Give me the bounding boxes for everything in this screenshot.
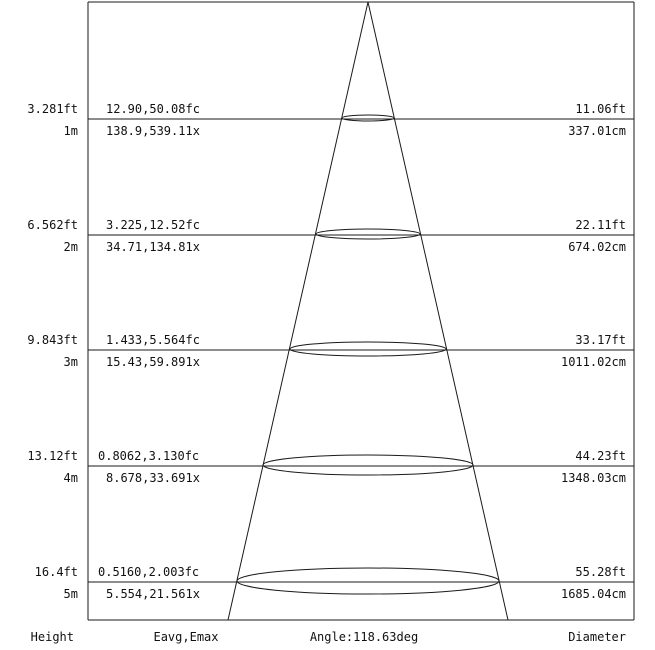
footer-illuminance-label: Eavg,Emax — [153, 630, 218, 644]
level-1: 3.281ft 1m 12.90,50.08fc 138.9,539.11x 1… — [27, 102, 634, 138]
level-5-beam-ellipse — [236, 567, 500, 595]
level-5-diameter-cm: 1685.04cm — [561, 587, 626, 601]
level-3-illuminance-lx: 15.43,59.891x — [106, 355, 200, 369]
level-1-height-m: 1m — [64, 124, 78, 138]
level-4-diameter-cm: 1348.03cm — [561, 471, 626, 485]
level-4: 13.12ft 4m 0.8062,3.130fc 8.678,33.691x … — [27, 449, 634, 485]
level-3-diameter-cm: 1011.02cm — [561, 355, 626, 369]
level-3: 9.843ft 3m 1.433,5.564fc 15.43,59.891x 3… — [27, 333, 634, 369]
level-3-diameter-ft: 33.17ft — [575, 333, 626, 347]
level-2-height-m: 2m — [64, 240, 78, 254]
level-5-illuminance-lx: 5.554,21.561x — [106, 587, 200, 601]
level-3-illuminance-fc: 1.433,5.564fc — [106, 333, 200, 347]
level-4-beam-ellipse — [262, 454, 474, 476]
level-5-illuminance-fc: 0.5160,2.003fc — [98, 565, 199, 579]
level-2-beam-ellipse — [315, 228, 421, 240]
level-1-illuminance-fc: 12.90,50.08fc — [106, 102, 200, 116]
level-5: 16.4ft 5m 0.5160,2.003fc 5.554,21.561x 5… — [35, 565, 634, 601]
level-1-illuminance-lx: 138.9,539.11x — [106, 124, 200, 138]
level-4-diameter-ft: 44.23ft — [575, 449, 626, 463]
beam-cone-right-edge — [367, 1, 509, 621]
level-4-illuminance-fc: 0.8062,3.130fc — [98, 449, 199, 463]
level-1-height-ft: 3.281ft — [27, 102, 78, 116]
footer-diameter-label: Diameter — [568, 630, 626, 644]
level-2-illuminance-lx: 34.71,134.81x — [106, 240, 200, 254]
level-4-height-ft: 13.12ft — [27, 449, 78, 463]
level-5-height-ft: 16.4ft — [35, 565, 78, 579]
level-5-diameter-ft: 55.28ft — [575, 565, 626, 579]
level-5-height-m: 5m — [64, 587, 78, 601]
level-2: 6.562ft 2m 3.225,12.52fc 34.71,134.81x 2… — [27, 218, 634, 254]
level-4-illuminance-lx: 8.678,33.691x — [106, 471, 200, 485]
level-2-illuminance-fc: 3.225,12.52fc — [106, 218, 200, 232]
level-3-height-ft: 9.843ft — [27, 333, 78, 347]
level-1-beam-ellipse — [341, 114, 395, 122]
level-3-height-m: 3m — [64, 355, 78, 369]
level-1-diameter-ft: 11.06ft — [575, 102, 626, 116]
level-2-diameter-ft: 22.11ft — [575, 218, 626, 232]
level-3-beam-ellipse — [289, 341, 447, 357]
level-1-diameter-cm: 337.01cm — [568, 124, 626, 138]
level-2-diameter-cm: 674.02cm — [568, 240, 626, 254]
beam-cone-left-edge — [227, 1, 369, 621]
level-2-height-ft: 6.562ft — [27, 218, 78, 232]
footer-angle-label: Angle:118.63deg — [310, 630, 418, 644]
level-4-height-m: 4m — [64, 471, 78, 485]
footer-height-label: Height — [31, 630, 74, 644]
